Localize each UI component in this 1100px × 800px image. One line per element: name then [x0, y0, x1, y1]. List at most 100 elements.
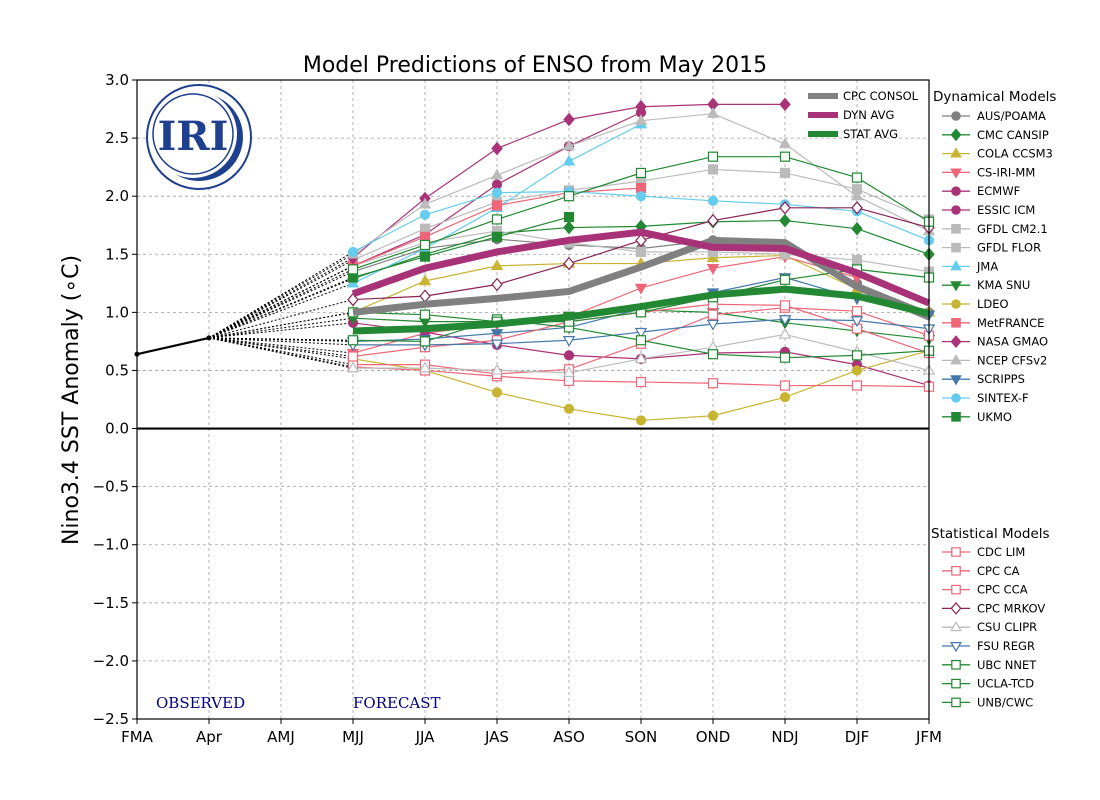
x-tick-label: DJF	[845, 728, 870, 746]
forecast-connector	[208, 278, 354, 339]
data-point	[346, 361, 360, 373]
legend-entry: CPC CCA	[942, 583, 1028, 597]
data-point	[419, 289, 431, 303]
legend-label: CMC CANSIP	[977, 128, 1049, 142]
data-point	[707, 213, 719, 228]
avg-line-dyn-avg	[351, 228, 931, 307]
data-point	[707, 151, 719, 162]
data-point	[347, 351, 359, 362]
chart-title: Model Predictions of ENSO from May 2015	[303, 53, 767, 78]
data-point	[635, 415, 647, 426]
x-tick-label: SON	[625, 728, 658, 746]
data-point	[850, 316, 864, 328]
iri-logo: IRI	[146, 84, 252, 190]
legend-entry: KMA SNU	[942, 278, 1030, 292]
data-point	[851, 365, 863, 376]
legend-entry: JMA	[942, 259, 998, 273]
y-tick-label: −2.5	[93, 710, 129, 728]
data-point	[951, 565, 961, 576]
y-tick-label: 0.0	[105, 420, 129, 438]
data-point	[851, 380, 863, 391]
data-point	[634, 114, 648, 125]
legend-averages: CPC CONSOL DYN AVG STAT AVG	[808, 89, 919, 141]
data-point	[635, 99, 647, 114]
legend-label: ECMWF	[977, 184, 1020, 198]
legend-entry: NCEP CFSv2	[942, 353, 1047, 367]
data-point	[950, 128, 962, 142]
legend-label: MetFRANCE	[977, 316, 1044, 330]
data-point	[951, 111, 961, 121]
forecast-connector	[208, 268, 354, 339]
legend-label: COLA CCSM3	[977, 147, 1053, 161]
data-point	[562, 366, 576, 377]
data-point	[419, 309, 431, 320]
data-point	[951, 697, 961, 708]
legend-entry: UNB/CWC	[942, 695, 1033, 709]
x-tick-label: AMJ	[267, 728, 295, 746]
legend-entry: ECMWF	[942, 184, 1020, 198]
data-point	[562, 139, 576, 151]
data-point	[851, 221, 863, 236]
data-point	[490, 168, 504, 180]
observed-point	[206, 335, 212, 341]
legend-entry: ESSIC ICM	[942, 203, 1035, 217]
legend-label: FSU REGR	[977, 639, 1035, 653]
y-tick-label: 2.5	[105, 129, 129, 147]
forecast-connector	[208, 337, 354, 366]
data-point	[490, 329, 504, 340]
data-point	[950, 260, 962, 271]
legend-entry: CDC LIM	[942, 545, 1025, 559]
data-point	[950, 620, 962, 632]
data-point	[851, 306, 863, 317]
data-point	[491, 387, 503, 398]
data-point	[778, 327, 792, 339]
y-tick-label: −1.5	[93, 594, 129, 612]
legend-label: GFDL CM2.1	[977, 222, 1048, 236]
observed-series	[134, 335, 212, 357]
data-point	[779, 201, 791, 215]
data-point	[707, 309, 719, 320]
data-point	[563, 220, 575, 235]
legend-label: SINTEX-F	[977, 391, 1029, 405]
legend-entry: CPC MRKOV	[942, 601, 1045, 615]
data-point	[563, 350, 575, 361]
legend-label: UNB/CWC	[977, 695, 1033, 709]
data-point	[779, 167, 791, 179]
data-point	[950, 642, 962, 653]
legend-dynamical-title: Dynamical Models	[933, 89, 1056, 105]
forecast-connector	[208, 337, 354, 341]
data-point	[951, 318, 961, 328]
legend-label: CPC CONSOL	[843, 89, 919, 103]
legend-entry: MetFRANCE	[942, 316, 1044, 330]
data-point	[950, 147, 962, 158]
legend-label: CS-IRI-MM	[977, 165, 1035, 179]
y-tick-label: 2.0	[105, 187, 129, 205]
legend-label: ESSIC ICM	[977, 203, 1035, 217]
data-point	[490, 259, 504, 271]
x-tick-label: FMA	[121, 728, 154, 746]
y-tick-label: −0.5	[93, 478, 129, 496]
x-tick-label: MJJ	[342, 728, 364, 746]
legend-label: KMA SNU	[977, 278, 1030, 292]
data-point	[706, 107, 720, 118]
data-point	[950, 168, 962, 179]
data-point	[779, 300, 791, 311]
data-point	[951, 678, 961, 689]
data-point	[563, 256, 575, 271]
legend-entry: SCRIPPS	[942, 372, 1025, 386]
data-point	[562, 336, 576, 347]
x-tick-label: ASO	[553, 728, 585, 746]
x-tick-label: JJA	[415, 728, 436, 746]
legend-entry: UBC NNET	[942, 658, 1037, 672]
data-point	[951, 547, 961, 557]
data-point	[418, 197, 432, 209]
legend-entry: AUS/POAMA	[942, 109, 1046, 123]
legend-entry: CS-IRI-MM	[942, 165, 1035, 179]
legend-label: STAT AVG	[843, 127, 898, 141]
data-point	[634, 283, 648, 295]
legend-entry: GFDL FLOR	[942, 241, 1041, 255]
y-tick-label: 0.5	[105, 361, 129, 379]
legend-label: CDC LIM	[977, 545, 1025, 559]
x-tick-label: OND	[696, 728, 731, 746]
data-point	[347, 335, 359, 346]
